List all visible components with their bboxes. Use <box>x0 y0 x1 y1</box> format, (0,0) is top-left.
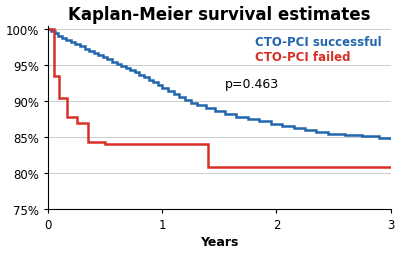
Title: Kaplan-Meier survival estimates: Kaplan-Meier survival estimates <box>68 6 371 23</box>
Legend: CTO-PCI successful, CTO-PCI failed: CTO-PCI successful, CTO-PCI failed <box>251 32 385 67</box>
X-axis label: Years: Years <box>200 235 238 248</box>
Text: p=0.463: p=0.463 <box>225 77 279 90</box>
